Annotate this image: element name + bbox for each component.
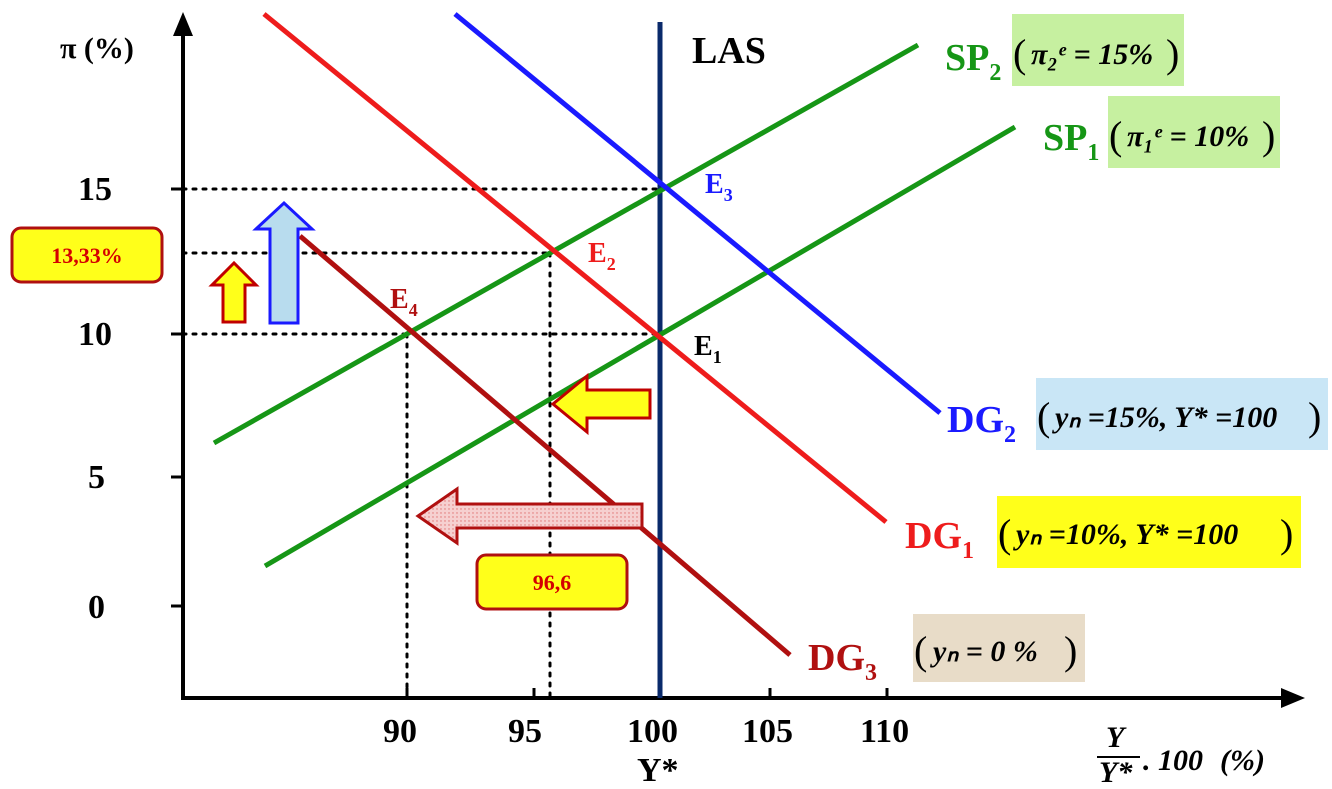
- x-tick-label: 90: [383, 713, 417, 750]
- dg1-label: DG1: [905, 515, 974, 564]
- y-axis-arrowhead: [173, 12, 193, 36]
- x-axis-arrowhead: [1281, 688, 1305, 708]
- x-tick-label: 100: [627, 713, 678, 750]
- dg2-label: DG2: [947, 399, 1016, 448]
- sp2-param-open: (: [1013, 31, 1026, 76]
- e3-subscript: 3: [724, 185, 733, 205]
- sp1-label: SP1: [1043, 117, 1099, 166]
- output-callout-text: 96,6: [533, 570, 572, 595]
- y-tick-label: 0: [88, 589, 105, 626]
- inflation-callout-text: 13,33%: [51, 243, 123, 268]
- e1-label: E1: [694, 331, 722, 367]
- dg2-label-group: DG2 ( yₙ =15%, Y* =100 ): [947, 378, 1328, 450]
- dg3-param-text: yₙ = 0 %: [930, 635, 1038, 668]
- inflation-callout: 13,33%: [12, 228, 162, 282]
- x-tick-label: 105: [742, 713, 793, 750]
- e2-label: E2: [588, 238, 616, 274]
- sp1-curve: [265, 127, 1015, 566]
- x-axis-title-unit: (%): [1220, 744, 1265, 777]
- dg3-label: DG3: [808, 637, 877, 686]
- x-axis-title-numerator: Y: [1106, 721, 1127, 754]
- dg2-subscript: 2: [1004, 422, 1016, 448]
- las-label: LAS: [692, 30, 766, 72]
- dg1-param-open: (: [998, 511, 1011, 556]
- dg3-param-open: (: [914, 628, 927, 673]
- sp1-label-group: SP1 ( π₁ᵉ = 10% ): [1043, 96, 1280, 168]
- sp2-label-group: SP2 ( π₂ᵉ = 15% ): [945, 14, 1184, 86]
- output-callout: 96,6: [477, 555, 627, 609]
- e4-subscript: 4: [409, 300, 418, 320]
- dg3-label-group: DG3 ( yₙ = 0 % ): [808, 614, 1085, 686]
- sp2-label: SP2: [945, 37, 1001, 86]
- small-up-arrow: [212, 263, 256, 322]
- dg2-param-text: yₙ =15%, Y* =100: [1052, 401, 1277, 434]
- x-axis-title-denominator: Y*: [1099, 756, 1133, 789]
- large-up-arrow: [256, 203, 312, 323]
- sp2-param-close: ): [1166, 31, 1179, 76]
- sp1-param-close: ): [1262, 113, 1275, 158]
- sp1-param-text: π₁ᵉ = 10%: [1127, 120, 1249, 153]
- sp1-subscript: 1: [1087, 140, 1099, 166]
- dg3-param-close: ): [1064, 628, 1077, 673]
- short-left-arrow: [553, 376, 650, 432]
- dg3-subscript: 3: [865, 660, 877, 686]
- y-tick-label: 15: [78, 171, 112, 208]
- x-tick-label: 110: [860, 713, 909, 750]
- potential-output-label: Y*: [637, 752, 679, 789]
- e3-label: E3: [705, 169, 733, 205]
- x-tick-label: 95: [508, 713, 542, 750]
- y-axis-title: π (%): [60, 32, 134, 65]
- y-tick-label: 5: [88, 459, 105, 496]
- sp1-param-open: (: [1109, 113, 1122, 158]
- e1-subscript: 1: [713, 347, 722, 367]
- sp2-param-text: π₂ᵉ = 15%: [1031, 38, 1153, 71]
- dg2-param-open: (: [1037, 394, 1050, 439]
- dg1-label-group: DG1 ( yₙ =10%, Y* =100 ): [905, 496, 1301, 568]
- dg2-param-close: ): [1308, 394, 1321, 439]
- e4-label: E4: [390, 284, 418, 320]
- sp2-subscript: 2: [989, 60, 1001, 86]
- e2-subscript: 2: [607, 254, 616, 274]
- x-axis-title-rest: . 100: [1143, 744, 1203, 777]
- x-axis-title: Y Y* . 100 (%): [1097, 721, 1265, 789]
- y-tick-label: 10: [78, 316, 112, 353]
- dg1-param-text: yₙ =10%, Y* =100: [1013, 518, 1238, 551]
- dg1-curve: [264, 14, 886, 522]
- dg1-subscript: 1: [962, 538, 974, 564]
- dg1-param-close: ): [1280, 511, 1293, 556]
